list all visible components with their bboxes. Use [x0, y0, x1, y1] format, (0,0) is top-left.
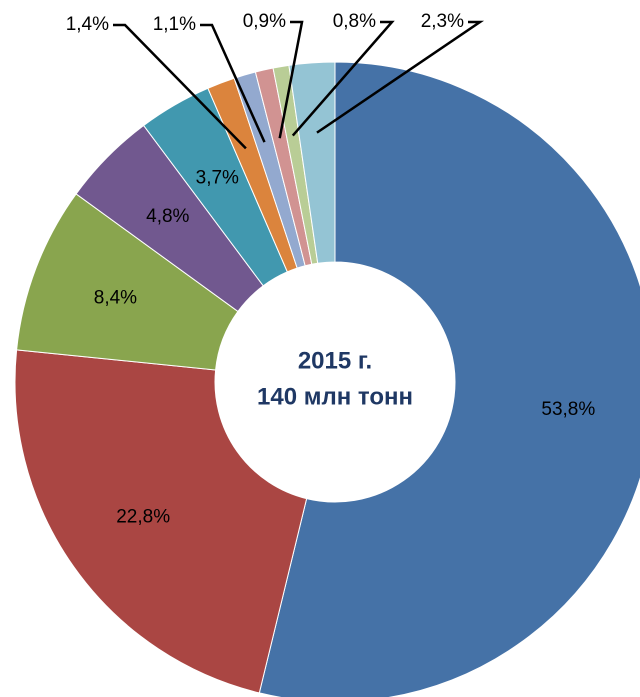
data-label: 0,8% — [333, 11, 376, 32]
data-label: 22,8% — [116, 507, 170, 528]
data-label: 2,3% — [421, 11, 464, 32]
data-label: 0,9% — [243, 11, 286, 32]
donut-slice — [288, 61, 336, 264]
donut-slice — [258, 61, 640, 697]
leader-line — [316, 20, 485, 134]
leader-line — [200, 23, 266, 143]
chart-title: 2015 г. — [298, 347, 372, 374]
data-label: 4,8% — [146, 206, 189, 227]
data-label: 8,4% — [94, 287, 137, 308]
chart-subtitle: 140 млн тонн — [257, 383, 413, 410]
leader-line — [113, 23, 247, 150]
data-label: 1,1% — [153, 14, 196, 35]
leader-line — [278, 20, 304, 139]
data-label: 1,4% — [66, 14, 109, 35]
leader-line — [291, 20, 395, 137]
data-label: 3,7% — [196, 168, 239, 189]
data-label: 53,8% — [541, 399, 595, 420]
donut-slice — [14, 349, 308, 694]
donut-slice — [16, 193, 239, 371]
